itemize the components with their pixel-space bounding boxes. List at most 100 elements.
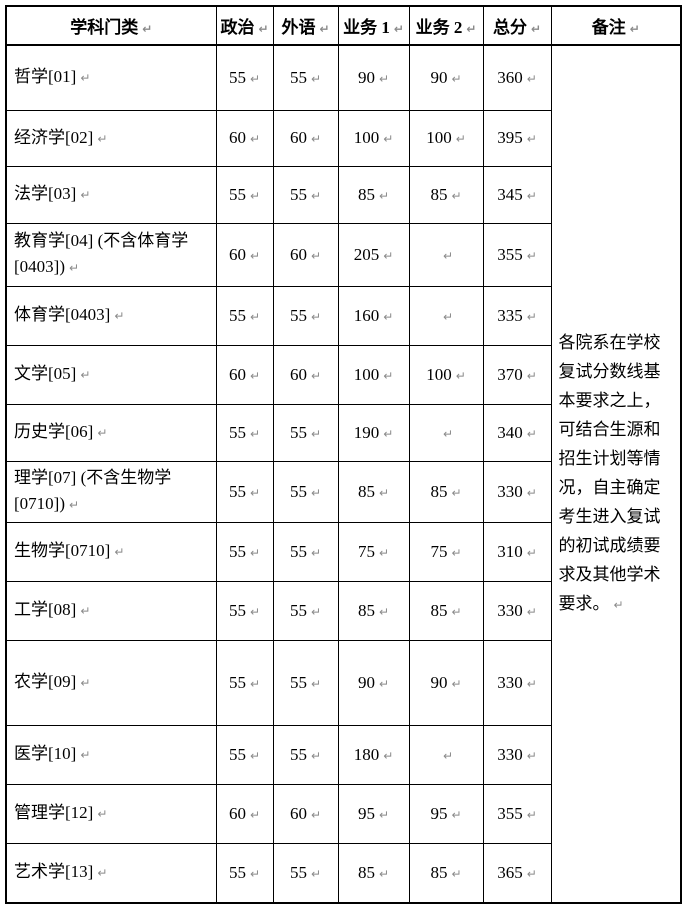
remark-cell: 各院系在学校 复试分数线基 本要求之上， 可结合生源和 招生计划等情 况，自主确… [550,44,682,904]
table-row: 工学[08] ↵ 55 ↵ 55 ↵ 85 ↵ 85 ↵ 330 ↵ [5,580,681,641]
cell-text: 90 [430,672,448,692]
paragraph-return-icon: ↵ [442,248,454,263]
cell-text: 90 [430,67,448,87]
paragraph-return-icon: ↵ [455,132,466,146]
paragraph-return-icon: ↵ [629,22,640,36]
paragraph-return-icon: ↵ [378,71,390,86]
score-cell: 55 ↵ [215,580,274,641]
paragraph-return-icon: ↵ [80,188,91,202]
score-cell: 365 ↵ [482,842,552,904]
score-cell: 205 ↵ [337,222,410,287]
score-cell: 90 ↵ [408,639,484,726]
paragraph-return-icon: ↵ [80,676,91,690]
score-cell: 55 ↵ [215,165,274,224]
category-cell: 艺术学[13] ↵ [5,842,217,904]
paragraph-return-icon: ↵ [383,748,394,763]
paragraph-return-icon: ↵ [142,22,153,36]
score-cell: 345 ↵ [482,165,552,224]
score-cell: 370 ↵ [482,344,552,405]
table-row: 哲学[01] ↵ 55 ↵ 55 ↵ 90 ↵ 90 ↵ 360 ↵ 各院系在学校 复试分数线基 本要求… [5,44,682,904]
cell-text: 管理学[12] [14,803,94,822]
score-cell: 55 ↵ [272,44,339,111]
paragraph-return-icon: ↵ [442,309,454,324]
paragraph-return-icon: ↵ [378,485,390,500]
score-cell: 160 ↵ [337,285,410,346]
table-body: 哲学[01] ↵ 55 ↵ 55 ↵ 90 ↵ 90 ↵ 360 ↵ 各院系在学校 复试分数线基 本要求… [5,44,682,904]
paragraph-return-icon: ↵ [97,807,108,821]
cell-text: 190 [353,422,380,442]
cell-text: 85 [357,600,375,620]
paragraph-return-icon: ↵ [383,248,394,263]
cell-text: 345 [497,184,523,204]
score-cell: 335 ↵ [482,285,552,346]
score-cell: 60 ↵ [272,109,339,167]
cell-text: 160 [353,305,380,325]
cell-text: 55 [289,600,307,620]
cell-text: 55 [228,184,246,204]
paragraph-return-icon: ↵ [310,309,322,324]
cell-text: 55 [289,305,307,325]
cell-text: 340 [497,422,523,442]
cell-text: 55 [289,481,307,501]
cell-text: 100 [353,128,380,147]
score-cell: 55 ↵ [215,842,274,904]
cell-text: 外语 [281,18,316,37]
cell-text: 85 [357,481,375,501]
paragraph-return-icon: ↵ [526,807,537,822]
paragraph-return-icon: ↵ [526,545,537,560]
score-cell: 355 ↵ [482,783,552,844]
table-row: 理学[07] (不含生物学[0710]) ↵ 55 ↵ 55 ↵ 85 ↵ 85 ↵ 330 ↵ [5,460,681,523]
cell-text: 哲学[01] [14,67,77,87]
cell-text: 生物学[0710] [14,541,111,560]
score-cell: 60 ↵ [215,344,274,405]
cell-text: 355 [497,803,523,823]
paragraph-return-icon: ↵ [310,426,322,441]
category-cell: 工学[08] ↵ [5,580,217,641]
paragraph-return-icon: ↵ [442,426,454,441]
paragraph-return-icon: ↵ [526,866,537,881]
paragraph-return-icon: ↵ [378,866,390,881]
score-cell: 100 ↵ [408,109,484,167]
paragraph-return-icon: ↵ [383,132,394,146]
cell-text: 85 [430,481,448,501]
score-cell: 55 ↵ [272,724,339,785]
score-cell: 60 ↵ [215,783,274,844]
score-cell: 330 ↵ [482,639,552,726]
paragraph-return-icon: ↵ [249,866,261,881]
paragraph-return-icon: ↵ [68,498,80,512]
paragraph-return-icon: ↵ [451,676,462,691]
cell-text: 经济学[02] [14,127,94,147]
score-cell: 55 ↵ [215,724,274,785]
paragraph-return-icon: ↵ [383,309,394,324]
cell-text: 法学[03] [14,184,77,203]
cell-text: 90 [357,67,375,87]
admission-score-table: 学科门类 ↵ 政治 ↵ 外语 ↵ 业务 1 ↵ 业务 2 ↵ 总分 ↵ 备注 ↵ 哲学[01] ↵ 55 ↵ 55… [5,5,682,904]
cell-text: 工学[08] [14,600,77,619]
paragraph-return-icon: ↵ [451,71,462,86]
score-cell: 55 ↵ [272,285,339,346]
paragraph-return-icon: ↵ [310,248,322,263]
score-cell: 60 ↵ [272,344,339,405]
score-cell: 85 ↵ [337,460,410,523]
score-cell: 60 ↵ [272,222,339,287]
cell-text: 85 [357,862,375,882]
category-cell: 医学[10] ↵ [5,724,217,785]
paragraph-return-icon: ↵ [393,22,404,36]
paragraph-return-icon: ↵ [97,426,108,440]
cell-text: 业务 2 [415,18,463,37]
score-cell: 55 ↵ [215,44,274,111]
score-cell: 180 ↵ [337,724,410,785]
category-cell: 体育学[0403] ↵ [5,285,217,346]
paragraph-return-icon: ↵ [526,426,537,441]
paragraph-return-icon: ↵ [319,22,330,36]
cell-text: 360 [497,67,523,87]
paragraph-return-icon: ↵ [451,807,462,822]
paragraph-return-icon: ↵ [613,598,624,612]
score-cell: 55 ↵ [215,639,274,726]
score-cell: 75 ↵ [337,521,410,582]
cell-text: 85 [430,184,448,204]
paragraph-return-icon: ↵ [526,188,537,203]
cell-text: 370 [497,364,523,384]
paragraph-return-icon: ↵ [455,368,466,383]
paragraph-return-icon: ↵ [466,22,477,36]
